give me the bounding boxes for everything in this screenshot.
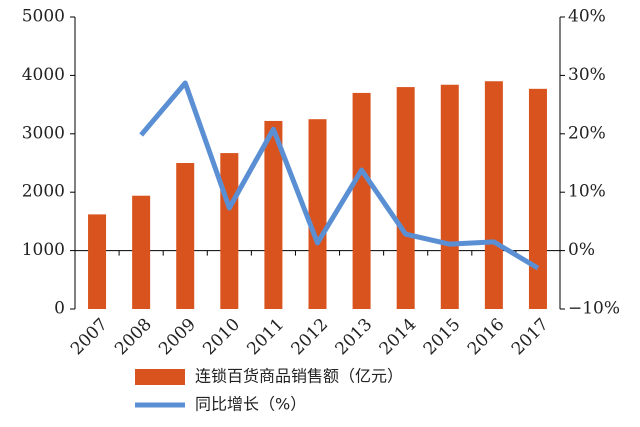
y-tick-label: 1000 <box>22 240 65 260</box>
x-tick-label: 2016 <box>464 315 509 360</box>
legend-label: 同比增长（%） <box>195 395 306 414</box>
bar <box>396 87 415 309</box>
y-tick-label: 4000 <box>22 65 65 85</box>
x-tick-label: 2009 <box>155 315 200 360</box>
bar <box>132 195 151 309</box>
x-tick-label: 2015 <box>420 315 465 360</box>
bar <box>264 120 283 310</box>
x-tick-label: 2013 <box>332 315 377 360</box>
y2-tick-label: 0% <box>568 240 595 260</box>
x-tick-label: 2010 <box>199 315 244 360</box>
bar <box>220 153 239 309</box>
y2-tick-label: 30% <box>568 65 606 85</box>
x-tick-label: 2014 <box>376 315 421 360</box>
x-tick-label: 2011 <box>243 315 288 360</box>
legend-label: 连锁百货商品销售额（亿元） <box>195 367 403 386</box>
y2-tick-label: 10% <box>568 182 606 202</box>
bar <box>88 214 107 309</box>
y-tick-label: 5000 <box>22 7 65 27</box>
bar <box>176 163 195 309</box>
legend-swatch <box>135 369 185 385</box>
x-tick-label: 2007 <box>67 315 112 360</box>
y2-tick-label: 40% <box>568 7 606 27</box>
y-tick-label: 3000 <box>22 123 65 143</box>
y-tick-label: 2000 <box>22 182 65 202</box>
bar <box>484 81 503 310</box>
y-tick-label: 0 <box>54 299 65 319</box>
y2-tick-label: 20% <box>568 123 606 143</box>
bar <box>440 84 459 309</box>
bar <box>352 92 371 309</box>
x-tick-label: 2008 <box>111 315 156 360</box>
bar <box>308 119 327 309</box>
y2-tick-label: −10% <box>568 299 620 319</box>
line <box>139 80 540 271</box>
x-tick-label: 2012 <box>287 315 332 360</box>
x-tick-label: 2017 <box>508 315 553 360</box>
bar <box>528 88 547 309</box>
